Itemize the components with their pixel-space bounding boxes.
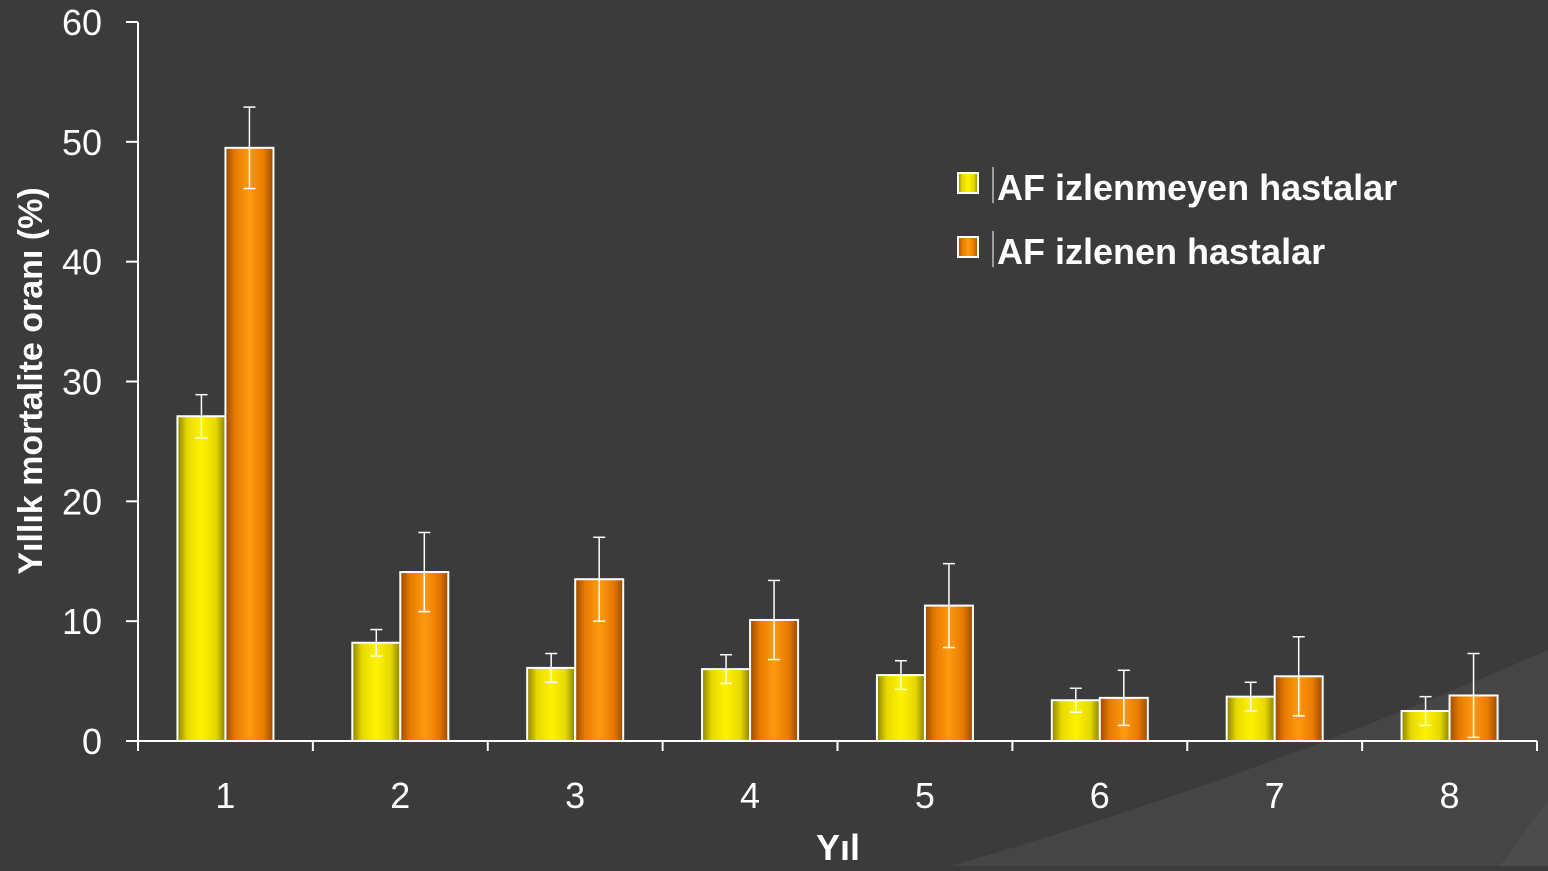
legend: AF izlenmeyen hastalar AF izlenen hastal… bbox=[957, 167, 1397, 272]
y-axis-title: Yıllık mortalite oranı (%) bbox=[12, 187, 50, 574]
bar-series-1-year-1 bbox=[176, 415, 227, 742]
legend-label-series-1: AF izlenmeyen hastalar bbox=[997, 167, 1397, 208]
y-tick-label: 30 bbox=[62, 362, 102, 403]
x-tick-label: 6 bbox=[1090, 775, 1110, 816]
x-tick-label: 2 bbox=[390, 775, 410, 816]
x-tick-label: 8 bbox=[1440, 775, 1460, 816]
x-tick-label: 7 bbox=[1265, 775, 1285, 816]
x-tick-label: 4 bbox=[740, 775, 760, 816]
x-tick-label: 1 bbox=[215, 775, 235, 816]
axes-layer bbox=[126, 21, 1538, 751]
bar-series-1-year-2 bbox=[351, 641, 402, 743]
y-tick-label: 0 bbox=[82, 721, 102, 762]
y-tick-label: 50 bbox=[62, 122, 102, 163]
background-corner bbox=[1500, 800, 1548, 866]
y-tick-label: 20 bbox=[62, 481, 102, 522]
tick-labels-layer: 1 2 3 4 5 6 7 8 0 10 20 30 40 50 60 bbox=[62, 2, 1460, 816]
legend-swatch-series-2 bbox=[957, 236, 979, 258]
bar-series-2-year-1 bbox=[224, 146, 275, 742]
background-swoosh bbox=[950, 650, 1548, 866]
legend-swatch-series-1 bbox=[957, 172, 979, 194]
x-tick-label: 5 bbox=[915, 775, 935, 816]
y-tick-label: 40 bbox=[62, 242, 102, 283]
y-tick-label: 10 bbox=[62, 601, 102, 642]
x-axis-title: Yıl bbox=[816, 827, 860, 866]
y-tick-label: 60 bbox=[62, 2, 102, 43]
error-bars-layer bbox=[195, 106, 1480, 739]
x-tick-label: 3 bbox=[565, 775, 585, 816]
legend-label-series-2: AF izlenen hastalar bbox=[997, 231, 1325, 272]
